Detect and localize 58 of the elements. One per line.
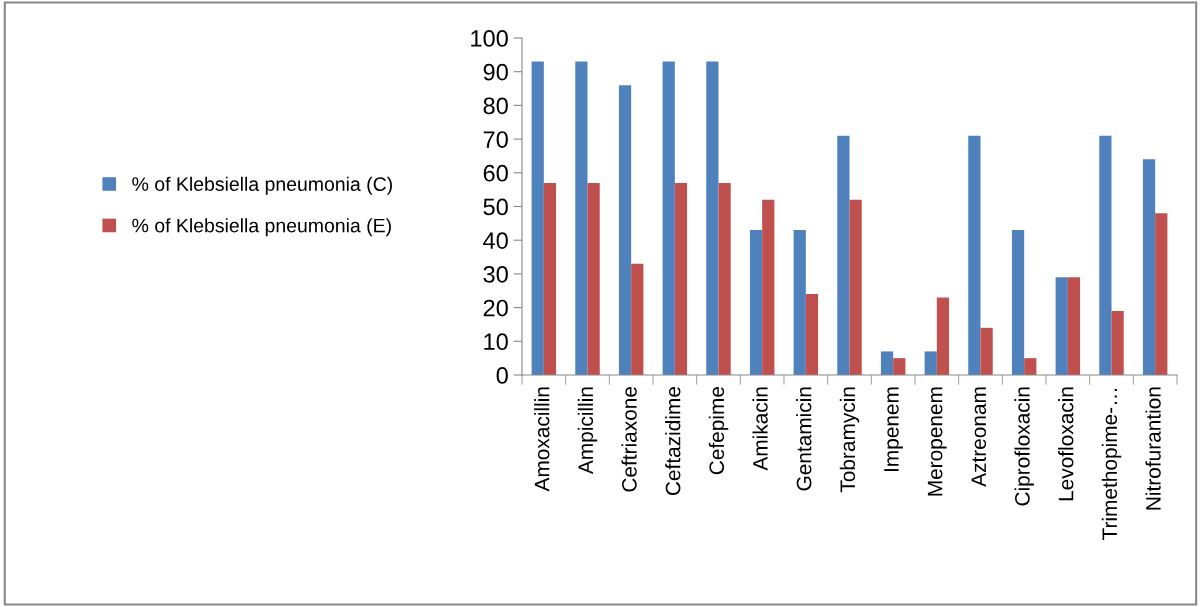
bar [1142,159,1156,375]
x-tick-label: Impenem [884,387,903,472]
y-tick-label: 0 [496,367,508,384]
bar [587,182,600,375]
bar [837,135,850,375]
x-tick-label: Ampicillin [577,387,598,475]
y-tick-label: 20 [483,299,508,317]
bar [1055,277,1068,375]
y-tick-label: 60 [483,164,508,182]
x-tick-label: Ceftriaxone [621,387,637,492]
x-tick-label: Nitrofurantion [1145,387,1161,510]
bar [749,230,763,375]
x-tick-label: Ciprofloxacin [1014,387,1034,506]
x-tick-label: Cefepime [708,387,729,475]
x-tick-label: Amikacin [752,387,768,471]
bar [893,358,906,375]
bar [674,182,688,375]
y-tick-label: 90 [483,63,508,81]
bar [1024,358,1037,375]
x-tick-label: Ceftazidime [665,387,681,496]
x-tick-label: Meropenem [927,387,947,496]
x-tick-label: Gentamicin [796,387,812,491]
bar [936,297,950,375]
bar [575,61,588,375]
bar [1111,310,1124,375]
bar [793,230,806,375]
y-tick-label: 70 [483,131,508,148]
y-tick-label: 40 [483,232,508,249]
x-tick-label: Aztreonam [971,387,987,487]
bar [968,135,981,375]
bar [618,85,632,375]
bar [924,351,937,375]
bar [1099,135,1112,375]
bar [543,182,557,375]
bar [1067,277,1081,375]
bar [706,61,719,375]
bar [805,294,819,375]
legend-label: % of Klebsiella pneumonia (E) [132,218,391,237]
bar [849,199,862,375]
bar [718,182,731,375]
y-tick-label: 100 [471,30,508,47]
x-tick-label: Levofloxacin [1058,387,1074,501]
bar [631,263,644,375]
bar [662,61,675,375]
bar [531,61,544,375]
bar [880,351,894,375]
x-tick-label: Trimethopime-… [1101,388,1122,540]
bar [762,199,775,375]
bar [980,327,993,375]
y-tick-label: 50 [483,198,508,216]
x-tick-label: Tobramycin [839,387,860,493]
bar [1155,213,1168,375]
y-tick-label: 10 [484,333,508,351]
y-tick-label: 30 [483,265,508,283]
bar [1011,230,1025,375]
legend-label: % of Klebsiella pneumonia (C) [132,176,392,195]
x-tick-label: Amoxacillin [534,387,550,492]
y-tick-label: 80 [483,97,508,115]
